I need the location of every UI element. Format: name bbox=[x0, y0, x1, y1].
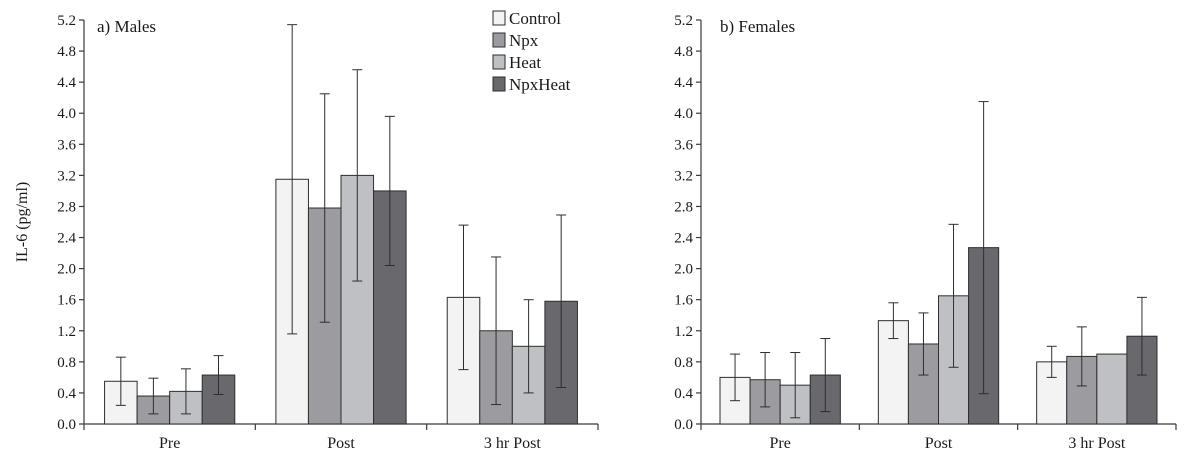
legend-swatch bbox=[492, 10, 506, 26]
panel-title: b) Females bbox=[720, 17, 795, 36]
y-tick-label: 2.0 bbox=[57, 262, 76, 278]
panel-title: a) Males bbox=[97, 17, 156, 36]
x-tick-label: Post bbox=[327, 435, 355, 452]
y-tick-label: 4.0 bbox=[674, 106, 693, 122]
y-axis-label: IL-6 (pg/ml) bbox=[14, 182, 31, 262]
y-tick-label: 0.0 bbox=[674, 417, 693, 433]
y-tick-label: 4.8 bbox=[674, 44, 693, 60]
y-tick-label: 0.8 bbox=[674, 355, 693, 371]
y-tick-label: 1.6 bbox=[57, 293, 76, 309]
y-tick-label: 3.6 bbox=[674, 137, 693, 153]
y-tick-label: 2.8 bbox=[57, 199, 76, 215]
x-tick-label: Pre bbox=[770, 435, 791, 452]
y-tick-label: 4.4 bbox=[57, 75, 76, 91]
y-tick-label: 5.2 bbox=[57, 13, 76, 29]
y-tick-label: 3.2 bbox=[57, 168, 76, 184]
bar-heat-3-hr-post bbox=[1096, 353, 1128, 425]
y-tick-label: 1.2 bbox=[57, 324, 76, 340]
y-tick-label: 0.4 bbox=[674, 386, 693, 402]
y-tick-label: 0.8 bbox=[57, 355, 76, 371]
y-tick-label: 2.4 bbox=[674, 231, 693, 247]
x-tick-label: 3 hr Post bbox=[484, 435, 541, 452]
y-tick-label: 2.4 bbox=[57, 231, 76, 247]
legend-swatch bbox=[492, 32, 506, 48]
y-tick-label: 5.2 bbox=[674, 13, 693, 29]
x-tick-label: 3 hr Post bbox=[1068, 435, 1125, 452]
y-tick-label: 3.6 bbox=[57, 137, 76, 153]
y-tick-label: 0.4 bbox=[57, 386, 76, 402]
x-tick-label: Pre bbox=[159, 435, 180, 452]
legend-label: Heat bbox=[509, 53, 541, 72]
y-tick-label: 0.0 bbox=[57, 417, 76, 433]
y-tick-label: 4.4 bbox=[674, 75, 693, 91]
legend-swatch bbox=[492, 54, 506, 70]
legend-label: NpxHeat bbox=[509, 75, 571, 94]
legend-swatch bbox=[492, 76, 506, 92]
x-tick-label: Post bbox=[925, 435, 953, 452]
chart-panel-1: 0.0 0.4 0.8 1.2 1.6 2.0 2.4 2.8 3.2 3.6 4.0 4.4 4.8 5… bbox=[14, 9, 599, 452]
legend-label: Control bbox=[509, 9, 561, 28]
y-tick-label: 2.8 bbox=[674, 199, 693, 215]
y-tick-label: 3.2 bbox=[674, 168, 693, 184]
legend-label: Npx bbox=[509, 31, 539, 50]
y-tick-label: 4.8 bbox=[57, 44, 76, 60]
chart-panel-2: 0.0 0.4 0.8 1.2 1.6 2.0 2.4 2.8 3.2 3.6 4.0 4.4 4.8 5… bbox=[674, 13, 1177, 452]
y-tick-label: 4.0 bbox=[57, 106, 76, 122]
y-tick-label: 2.0 bbox=[674, 262, 693, 278]
y-tick-label: 1.2 bbox=[674, 324, 693, 340]
y-tick-label: 1.6 bbox=[674, 293, 693, 309]
